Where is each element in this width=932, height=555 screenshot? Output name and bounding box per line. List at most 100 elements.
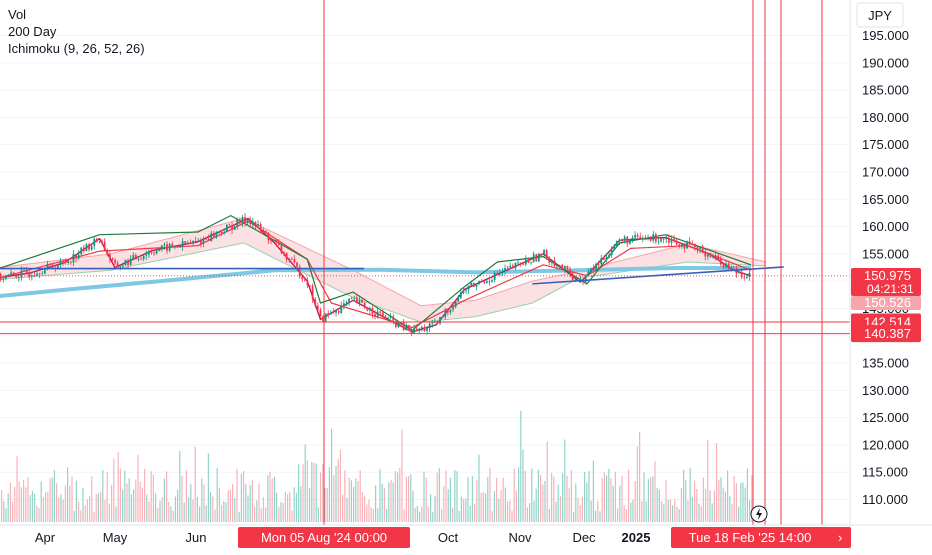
volume-bar (632, 499, 634, 522)
candle-body (600, 258, 603, 265)
volume-bar (559, 496, 561, 522)
candle-body (738, 271, 740, 274)
volume-bar (199, 506, 201, 522)
candle-body (543, 250, 545, 254)
candle-body (114, 260, 116, 264)
candle-body (293, 259, 296, 263)
volume-bar (148, 501, 150, 522)
price-tick: 190.000 (862, 55, 909, 70)
volume-bar (460, 496, 462, 522)
candle-body (363, 302, 366, 308)
volume-bar (271, 478, 273, 522)
candle-body (420, 327, 423, 329)
candle-body (462, 290, 465, 293)
volume-bar (529, 503, 531, 522)
volume-bar (78, 501, 80, 522)
candle-body (324, 313, 327, 322)
volume-bar (284, 491, 286, 522)
legend-ichimoku[interactable]: Ichimoku (9, 26, 52, 26) (8, 41, 145, 56)
legend-vol[interactable]: Vol (8, 7, 27, 22)
volume-bar (51, 477, 53, 522)
volume-bar (155, 493, 157, 522)
candle-body (652, 234, 655, 241)
volume-bar (194, 446, 196, 522)
lightning-glyph (756, 508, 762, 520)
candle-body (459, 292, 462, 298)
candle-body (472, 283, 475, 287)
volume-bar (562, 473, 564, 522)
candle-body (628, 239, 631, 244)
volume-bar (452, 507, 454, 522)
volume-bar (207, 453, 209, 522)
candle-body (254, 221, 257, 226)
volume-bar (161, 497, 163, 522)
volume-bar (287, 494, 289, 522)
volume-bar (168, 501, 170, 522)
volume-bar (751, 475, 753, 522)
candle-body (566, 266, 569, 270)
volume-bar (221, 504, 223, 522)
candle-body (670, 238, 673, 243)
candle-body (264, 231, 267, 233)
volume-bar (524, 470, 526, 522)
volume-bar (91, 476, 93, 522)
candle-body (166, 244, 168, 251)
volume-bar (661, 501, 663, 522)
volume-bar (344, 470, 346, 522)
candle-body (119, 266, 122, 268)
volume-bar (353, 486, 355, 522)
candle-body (140, 258, 142, 260)
volume-bar (141, 488, 143, 522)
candle-body (259, 223, 262, 230)
volume-bar (511, 510, 513, 522)
volume-bar (456, 471, 458, 522)
volume-bar (346, 497, 348, 522)
legend-ma[interactable]: 200 Day (8, 24, 57, 39)
candle-body (228, 224, 231, 226)
volume-bar (438, 468, 440, 522)
candle-body (77, 254, 80, 259)
volume-bar (548, 508, 550, 522)
volume-bar (333, 475, 335, 522)
volume-bar (243, 470, 245, 522)
volume-bar (432, 511, 434, 522)
volume-bar (625, 509, 627, 522)
candle-body (647, 237, 649, 239)
volume-bar (696, 488, 698, 522)
candle-body (85, 244, 88, 252)
currency-box (856, 2, 904, 28)
candle-body (730, 268, 733, 270)
volume-bar (656, 487, 658, 522)
volume-bar (177, 489, 179, 522)
volume-bar (159, 500, 161, 522)
volume-bar (60, 494, 62, 522)
candle-body (491, 279, 493, 282)
candle-body (124, 260, 127, 266)
candle-body (121, 265, 124, 267)
volume-bar (291, 510, 293, 522)
candle-body (626, 236, 629, 244)
volume-bar (687, 500, 689, 522)
volume-bar (392, 482, 394, 522)
candle-body (368, 308, 371, 311)
volume-bar (441, 508, 443, 522)
volume-bar (740, 482, 742, 522)
volume-bar (53, 470, 55, 522)
price-tick: 185.000 (862, 83, 909, 98)
volume-bar (225, 502, 227, 522)
candle-body (327, 313, 330, 315)
volume-bar (551, 472, 553, 522)
candle-body (584, 275, 587, 283)
candle-body (465, 289, 467, 291)
volume-bar (322, 463, 324, 522)
candle-body (532, 254, 535, 263)
volume-bar (236, 468, 238, 522)
volume-bar (491, 511, 493, 522)
candle-body (137, 258, 140, 260)
volume-bar (73, 510, 75, 522)
volume-bar (735, 483, 737, 522)
volume-bar (564, 439, 566, 522)
volume-bar (421, 506, 423, 522)
